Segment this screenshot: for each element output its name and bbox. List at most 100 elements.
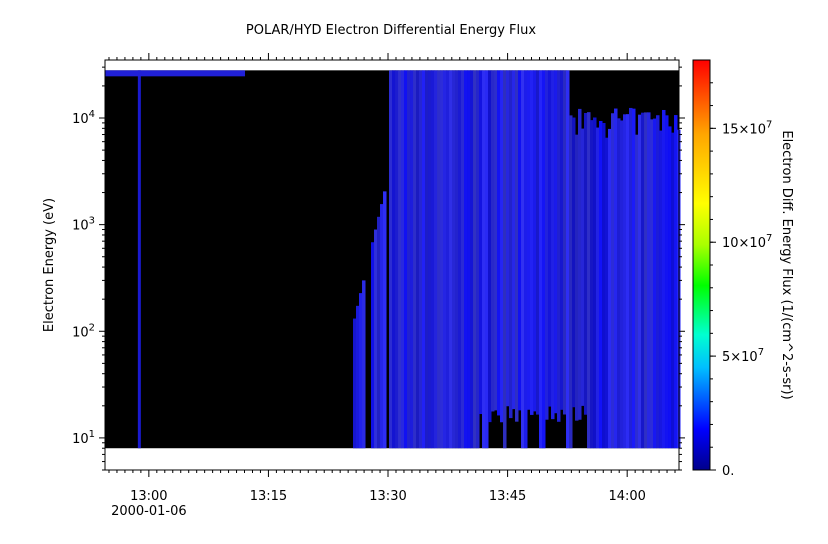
flux-column <box>389 70 393 449</box>
flux-column <box>428 70 432 449</box>
flux-column <box>563 70 567 415</box>
flux-column <box>614 108 618 449</box>
flux-column <box>446 70 450 449</box>
flux-column <box>554 70 558 414</box>
flux-column <box>611 113 615 449</box>
flux-column <box>419 70 423 449</box>
flux-column <box>506 70 510 407</box>
flux-column <box>416 70 420 449</box>
flux-column <box>371 242 375 449</box>
flux-column <box>413 70 417 449</box>
x-tick-label: 13:45 <box>489 489 526 504</box>
flux-column <box>599 120 603 449</box>
colorbar-tick-label: 5×107 <box>722 347 764 365</box>
flux-column <box>620 120 624 449</box>
flux-column <box>437 70 441 449</box>
flux-column <box>584 112 588 415</box>
flux-column <box>608 128 612 449</box>
flux-column <box>494 70 498 411</box>
flux-spike <box>137 70 141 449</box>
flux-column <box>641 112 645 449</box>
flux-column <box>638 114 642 449</box>
spectrogram-image <box>105 70 681 449</box>
x-tick-label: 14:00 <box>608 489 645 504</box>
y-tick-label: 103 <box>72 216 95 234</box>
flux-column <box>362 280 366 449</box>
colorbar-tick-label: 10×107 <box>722 233 772 251</box>
colorbar-tick-label: 15×107 <box>722 119 772 137</box>
flux-column <box>533 70 537 412</box>
flux-column <box>473 70 477 449</box>
flux-column <box>560 70 564 410</box>
flux-column <box>572 117 576 408</box>
flux-column <box>623 114 627 449</box>
flux-column <box>674 115 678 449</box>
flux-column <box>497 70 501 416</box>
flux-column <box>551 70 555 420</box>
flux-column <box>467 70 471 449</box>
flux-column <box>395 70 399 449</box>
x-tick-label: 13:00 <box>130 489 167 504</box>
flux-column <box>380 204 384 449</box>
flux-column <box>491 70 495 412</box>
flux-column <box>440 70 444 449</box>
flux-column <box>629 107 633 449</box>
flux-column <box>461 70 465 449</box>
flux-column <box>425 70 429 449</box>
flux-column <box>671 132 675 449</box>
colorbar-label: Electron Diff. Energy Flux (1/(cm^2-s-sr… <box>779 130 794 399</box>
flux-column <box>509 70 513 419</box>
flux-column <box>434 70 438 449</box>
y-tick-label: 104 <box>72 109 95 127</box>
flux-column <box>488 70 492 423</box>
flux-column <box>458 70 462 449</box>
flux-column <box>374 229 378 449</box>
flux-column <box>530 70 534 415</box>
flux-column <box>377 216 381 449</box>
x-tick-label: 13:15 <box>250 489 287 504</box>
flux-column <box>605 137 609 449</box>
flux-column <box>653 118 657 449</box>
flux-column <box>542 70 546 449</box>
flux-column <box>527 70 531 410</box>
y-axis-label: Electron Energy (eV) <box>42 198 57 332</box>
flux-column <box>539 70 543 449</box>
flux-column <box>383 191 387 449</box>
chart-title: POLAR/HYD Electron Differential Energy F… <box>246 23 536 38</box>
flux-column <box>548 70 552 407</box>
flux-column <box>587 112 591 449</box>
flux-column <box>443 70 447 449</box>
flux-column <box>518 70 522 411</box>
flux-column <box>593 117 597 449</box>
flux-column <box>521 70 525 449</box>
flux-column <box>410 70 414 449</box>
flux-top-strip <box>105 70 245 77</box>
flux-column <box>617 118 621 449</box>
flux-column <box>635 134 639 449</box>
flux-column <box>476 70 480 449</box>
flux-column <box>668 126 672 449</box>
flux-column <box>647 112 651 449</box>
flux-column <box>626 114 630 449</box>
plot-frame <box>104 59 680 471</box>
flux-column <box>581 128 585 406</box>
flux-column <box>452 70 456 449</box>
x-tick-label: 13:30 <box>369 489 406 504</box>
flux-column <box>359 293 363 449</box>
flux-column <box>644 112 648 449</box>
flux-column <box>404 70 408 449</box>
flux-column <box>401 70 405 449</box>
y-axis: 101 102 103 104 <box>72 66 685 471</box>
flux-column <box>431 70 435 449</box>
flux-column <box>578 108 582 420</box>
flux-column <box>524 70 528 449</box>
y-tick-label: 102 <box>72 322 95 340</box>
flux-column <box>512 70 516 410</box>
flux-column <box>632 108 636 449</box>
flux-column <box>422 70 426 449</box>
colorbar-axis: 0. 5×107 10×107 15×107 <box>710 82 772 479</box>
flux-column <box>566 70 570 449</box>
flux-column <box>449 70 453 449</box>
colorbar <box>692 59 711 471</box>
